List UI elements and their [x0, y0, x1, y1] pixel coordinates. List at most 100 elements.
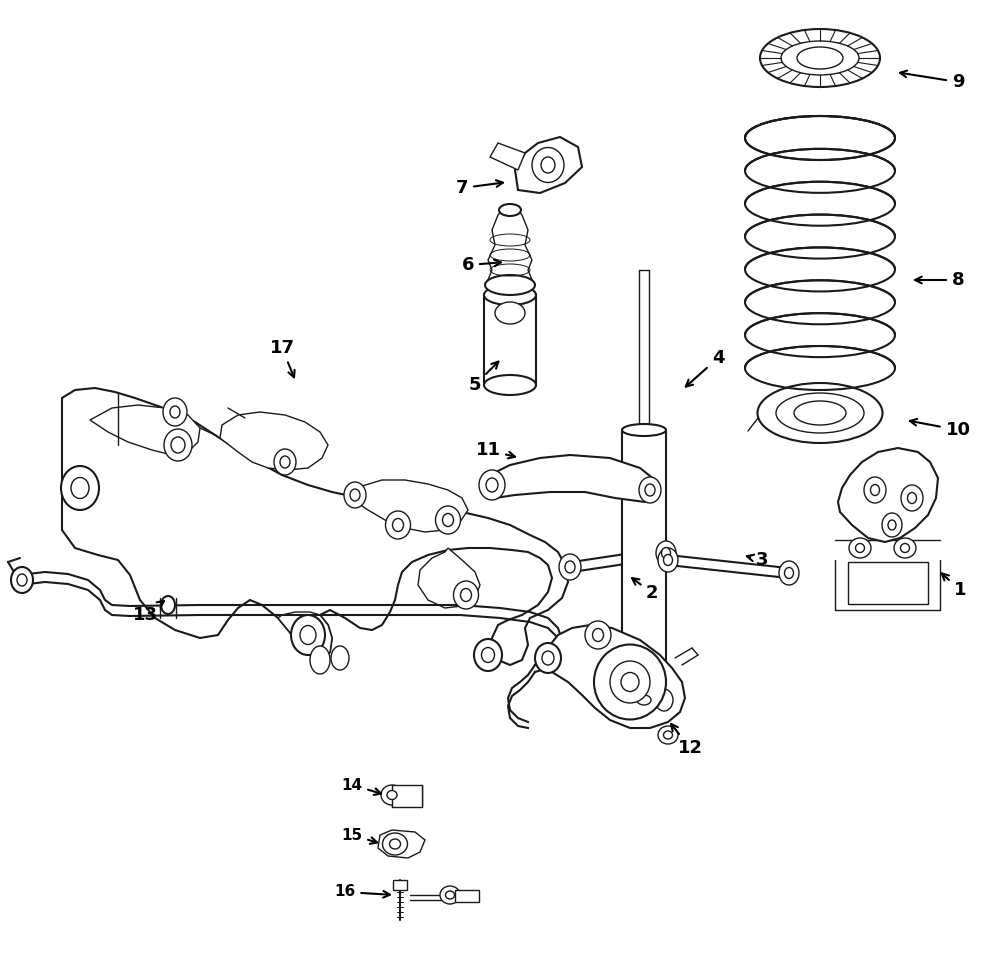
Ellipse shape — [758, 383, 883, 443]
Ellipse shape — [381, 785, 403, 805]
Ellipse shape — [442, 513, 453, 526]
Ellipse shape — [779, 561, 799, 585]
Ellipse shape — [484, 375, 536, 395]
Ellipse shape — [645, 484, 655, 496]
Text: 11: 11 — [476, 441, 515, 459]
Ellipse shape — [559, 554, 581, 580]
Bar — [484, 295, 536, 385]
Ellipse shape — [310, 646, 330, 674]
Ellipse shape — [662, 548, 670, 558]
Ellipse shape — [776, 393, 864, 433]
Ellipse shape — [864, 477, 886, 503]
Ellipse shape — [535, 643, 561, 673]
Polygon shape — [350, 480, 468, 532]
Ellipse shape — [532, 148, 564, 182]
Ellipse shape — [163, 398, 187, 426]
Ellipse shape — [900, 544, 909, 552]
Text: 3: 3 — [747, 551, 769, 569]
Ellipse shape — [621, 672, 639, 691]
Ellipse shape — [664, 554, 672, 566]
Ellipse shape — [794, 401, 846, 425]
Text: 15: 15 — [341, 828, 377, 844]
Ellipse shape — [382, 833, 408, 855]
Polygon shape — [485, 455, 658, 502]
Ellipse shape — [392, 519, 403, 531]
Ellipse shape — [639, 477, 661, 503]
Ellipse shape — [542, 651, 554, 665]
Bar — [622, 430, 666, 680]
Ellipse shape — [300, 625, 316, 644]
Polygon shape — [486, 210, 534, 285]
Ellipse shape — [453, 581, 479, 609]
Ellipse shape — [61, 466, 99, 510]
Ellipse shape — [389, 839, 400, 849]
Polygon shape — [418, 548, 480, 608]
Text: 7: 7 — [456, 179, 503, 197]
Ellipse shape — [784, 568, 793, 578]
Text: 8: 8 — [915, 271, 964, 289]
Polygon shape — [378, 830, 425, 858]
Ellipse shape — [593, 628, 604, 642]
Ellipse shape — [164, 429, 192, 461]
Text: 5: 5 — [469, 362, 498, 394]
Ellipse shape — [615, 689, 633, 711]
Ellipse shape — [901, 485, 923, 511]
Text: 13: 13 — [133, 601, 164, 624]
Ellipse shape — [291, 615, 325, 655]
Ellipse shape — [385, 511, 411, 539]
Ellipse shape — [894, 538, 916, 558]
Ellipse shape — [484, 285, 536, 305]
Ellipse shape — [161, 596, 175, 614]
Ellipse shape — [71, 478, 89, 499]
Bar — [455, 890, 479, 902]
Ellipse shape — [482, 647, 494, 663]
Ellipse shape — [440, 886, 460, 904]
Ellipse shape — [565, 561, 575, 573]
Ellipse shape — [907, 493, 916, 503]
Ellipse shape — [585, 621, 611, 649]
Text: 1: 1 — [942, 573, 966, 599]
Ellipse shape — [629, 689, 659, 711]
Ellipse shape — [849, 538, 871, 558]
Ellipse shape — [499, 204, 521, 216]
Ellipse shape — [331, 646, 349, 670]
Text: 10: 10 — [910, 419, 970, 439]
Polygon shape — [220, 412, 328, 470]
Ellipse shape — [274, 449, 296, 475]
Ellipse shape — [350, 489, 360, 501]
Ellipse shape — [622, 674, 666, 686]
Ellipse shape — [486, 478, 498, 492]
Ellipse shape — [637, 695, 651, 705]
Text: 16: 16 — [334, 884, 390, 900]
Ellipse shape — [171, 437, 185, 453]
Ellipse shape — [170, 406, 180, 418]
Polygon shape — [838, 448, 938, 542]
Polygon shape — [62, 388, 568, 665]
Ellipse shape — [435, 506, 460, 534]
Bar — [392, 785, 422, 807]
Ellipse shape — [781, 41, 859, 75]
Polygon shape — [515, 137, 582, 193]
Ellipse shape — [11, 567, 33, 593]
Ellipse shape — [888, 520, 896, 530]
Ellipse shape — [460, 589, 472, 601]
Polygon shape — [542, 625, 685, 728]
Ellipse shape — [664, 731, 672, 739]
Bar — [848, 562, 928, 604]
Ellipse shape — [344, 482, 366, 508]
Bar — [393, 880, 407, 890]
Ellipse shape — [871, 484, 880, 496]
Ellipse shape — [656, 541, 676, 565]
Ellipse shape — [760, 29, 880, 87]
Ellipse shape — [658, 726, 678, 744]
Ellipse shape — [797, 47, 843, 69]
Ellipse shape — [280, 456, 290, 468]
Ellipse shape — [594, 644, 666, 719]
Text: 6: 6 — [462, 256, 501, 274]
Ellipse shape — [622, 424, 666, 436]
Ellipse shape — [17, 574, 27, 586]
Text: 12: 12 — [671, 724, 703, 757]
Ellipse shape — [855, 544, 864, 552]
Ellipse shape — [387, 790, 397, 800]
Ellipse shape — [655, 689, 673, 711]
